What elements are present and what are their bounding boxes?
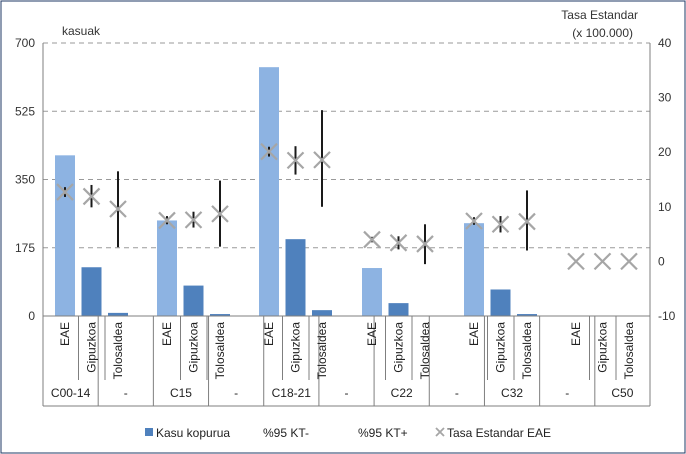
right-tick-label-1: 0 bbox=[658, 254, 665, 268]
subcategory-label-2-1: Gipuzkoa bbox=[187, 322, 201, 373]
marker-C18-21-EAE bbox=[260, 142, 278, 161]
left-tick-label-3: 525 bbox=[15, 104, 35, 118]
bar-C15-Tolosaldea bbox=[210, 314, 230, 316]
bar-C00-14-Gipuzkoa bbox=[81, 267, 102, 316]
group-label-2: C15 bbox=[170, 386, 192, 400]
group-label-6: C22 bbox=[391, 386, 413, 400]
right-tick-label-0: -10 bbox=[658, 309, 676, 323]
group-label-1: - bbox=[124, 386, 128, 400]
bar-C32-EAE bbox=[464, 223, 484, 316]
legend-label-2: %95 KT+ bbox=[358, 426, 408, 440]
left-tick-label-4: 700 bbox=[15, 36, 35, 50]
subcategory-label-10-0: EAE bbox=[569, 322, 583, 346]
right-tick-label-4: 30 bbox=[658, 91, 672, 105]
group-label-7: - bbox=[455, 386, 459, 400]
bar-C15-EAE bbox=[157, 220, 177, 316]
bar-C22-EAE bbox=[362, 268, 382, 316]
marker-C00-14-EAE bbox=[56, 183, 74, 201]
marker-C15-Gipuzkoa bbox=[184, 211, 203, 229]
subcategory-label-10-1: Gipuzkoa bbox=[596, 322, 610, 373]
subcategory-label-6-1: Gipuzkoa bbox=[392, 322, 406, 373]
subcategory-label-2-2: Tolosaldea bbox=[213, 322, 227, 380]
group-label-0: C00-14 bbox=[51, 386, 91, 400]
right-tick-label-2: 10 bbox=[658, 200, 672, 214]
subcategory-label-4-0: EAE bbox=[262, 322, 276, 346]
bar-C00-14-EAE bbox=[55, 155, 75, 316]
bar-C18-21-Tolosaldea bbox=[312, 310, 332, 316]
bar-C18-21-Gipuzkoa bbox=[285, 239, 306, 316]
left-tick-label-0: 0 bbox=[28, 309, 35, 323]
marker-C22-EAE bbox=[363, 230, 381, 249]
subcategory-label-0-2: Tolosaldea bbox=[111, 322, 125, 380]
subcategory-label-0-0: EAE bbox=[58, 322, 72, 346]
marker-C32-Gipuzkoa bbox=[491, 215, 510, 234]
marker-C32-EAE bbox=[465, 212, 483, 230]
subcategory-label-6-2: Tolosaldea bbox=[418, 322, 432, 380]
right-tick-label-3: 20 bbox=[658, 145, 672, 159]
legend-label-1: %95 KT- bbox=[263, 426, 309, 440]
bar-C32-Gipuzkoa bbox=[490, 289, 511, 316]
left-tick-label-2: 350 bbox=[15, 173, 35, 187]
marker-C32-Tolosaldea bbox=[518, 212, 536, 231]
group-label-10: C50 bbox=[611, 386, 633, 400]
subcategory-label-4-2: Tolosaldea bbox=[315, 322, 329, 380]
bar-C32-Tolosaldea bbox=[517, 314, 537, 316]
right-axis-label-line1: Tasa Estandar bbox=[561, 8, 638, 22]
marker-C22-Gipuzkoa bbox=[389, 234, 408, 252]
marker-C15-EAE bbox=[158, 211, 176, 230]
group-label-5: - bbox=[345, 386, 349, 400]
subcategory-label-4-1: Gipuzkoa bbox=[289, 322, 303, 373]
bar-C00-14-Tolosaldea bbox=[108, 312, 128, 316]
subcategory-label-8-1: Gipuzkoa bbox=[494, 322, 508, 373]
subcategory-label-10-2: Tolosaldea bbox=[622, 322, 636, 380]
left-axis-label: kasuak bbox=[62, 24, 101, 38]
right-axis-label-line2: (x 100.000) bbox=[572, 26, 633, 40]
marker-C00-14-Gipuzkoa bbox=[82, 187, 101, 206]
bar-C18-21-EAE bbox=[259, 67, 279, 317]
marker-C00-14-Tolosaldea bbox=[109, 200, 127, 218]
subcategory-label-8-0: EAE bbox=[467, 322, 481, 346]
legend-label-0: Kasu kopurua bbox=[156, 426, 230, 440]
marker-C15-Tolosaldea bbox=[211, 205, 229, 223]
subcategory-label-0-1: Gipuzkoa bbox=[85, 322, 99, 373]
bar-C22-Gipuzkoa bbox=[388, 303, 409, 316]
right-tick-label-5: 40 bbox=[658, 36, 672, 50]
marker-C50-Tolosaldea bbox=[620, 252, 638, 271]
marker-C22-Tolosaldea bbox=[416, 235, 434, 253]
group-label-3: - bbox=[234, 386, 238, 400]
subcategory-label-6-0: EAE bbox=[365, 322, 379, 346]
bar-C15-Gipuzkoa bbox=[183, 285, 204, 316]
marker-C18-21-Gipuzkoa bbox=[286, 151, 305, 170]
group-label-9: - bbox=[565, 386, 569, 400]
legend-swatch-0 bbox=[145, 428, 153, 436]
marker-C50-EAE bbox=[567, 252, 585, 271]
group-label-4: C18-21 bbox=[272, 386, 312, 400]
subcategory-label-2-0: EAE bbox=[160, 322, 174, 346]
left-tick-label-1: 175 bbox=[15, 241, 35, 255]
legend-label-3: Tasa Estandar EAE bbox=[447, 426, 551, 440]
marker-C50-Gipuzkoa bbox=[593, 252, 612, 271]
legend-swatch-3 bbox=[435, 427, 445, 437]
marker-C18-21-Tolosaldea bbox=[313, 151, 331, 169]
subcategory-label-8-2: Tolosaldea bbox=[520, 322, 534, 380]
group-label-8: C32 bbox=[501, 386, 523, 400]
